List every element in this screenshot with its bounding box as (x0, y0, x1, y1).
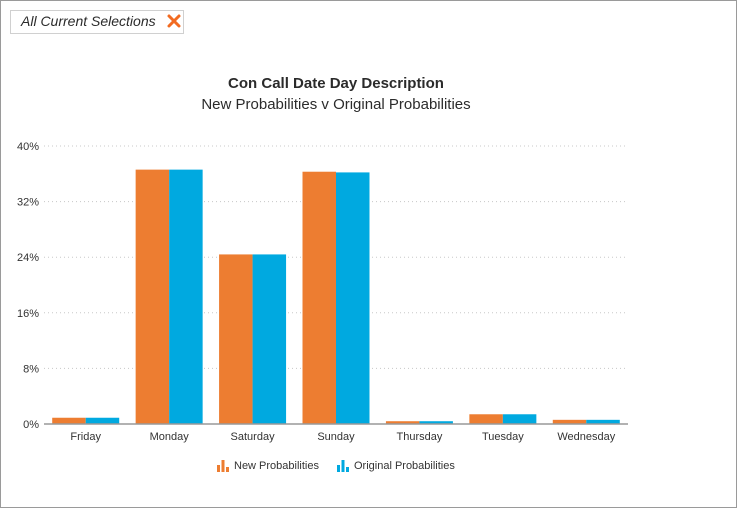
bar-chart-icon (336, 460, 349, 472)
bar-new (52, 417, 86, 424)
bar-original (419, 421, 453, 424)
bar-original (252, 254, 287, 424)
x-tick-label: Wednesday (557, 431, 615, 443)
x-tick-label: Thursday (396, 431, 442, 443)
bar-new (469, 414, 503, 424)
legend-label-original: Original Probabilities (353, 460, 455, 472)
chart-subtitle: New Probabilities v Original Probabiliti… (201, 96, 471, 113)
legend-label-new: New Probabilities (234, 460, 319, 472)
x-tick-label: Saturday (231, 431, 276, 443)
current-selections-bar[interactable]: All Current Selections (10, 10, 184, 34)
current-selections-label: All Current Selections (21, 13, 156, 29)
bar-new (552, 419, 587, 424)
bar-new (135, 169, 170, 424)
close-icon[interactable] (165, 12, 183, 30)
x-tick-label: Friday (70, 431, 101, 443)
bar-chart-icon (217, 460, 229, 472)
bar-new (302, 171, 336, 424)
legend-item-new[interactable]: New Probabilities (217, 460, 319, 472)
chart-legend: New Probabilities Original Probabilities (217, 458, 455, 474)
y-tick-label: 0% (23, 419, 39, 431)
bar-original (85, 417, 120, 424)
y-tick-label: 16% (17, 308, 39, 320)
y-tick-label: 40% (17, 141, 39, 153)
y-tick-label: 24% (17, 252, 39, 264)
bar-new (385, 421, 420, 424)
bar-original (169, 169, 203, 424)
bar-original (586, 419, 620, 424)
x-tick-label: Tuesday (482, 431, 524, 443)
legend-item-original[interactable]: Original Probabilities (336, 460, 455, 472)
x-tick-label: Monday (150, 431, 190, 443)
bar-new (219, 254, 253, 424)
x-tick-label: Sunday (317, 431, 355, 443)
bar-original (502, 414, 537, 424)
chart-title: Con Call Date Day Description (228, 75, 444, 92)
bar-original (336, 172, 370, 424)
y-tick-label: 32% (17, 197, 39, 209)
y-tick-label: 8% (23, 363, 39, 375)
